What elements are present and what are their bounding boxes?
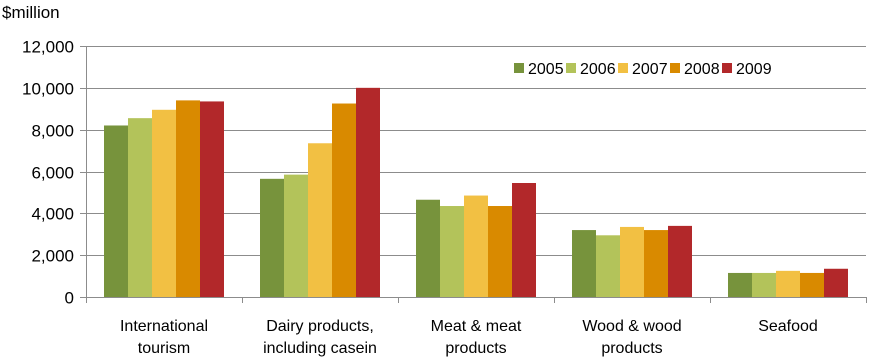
legend: 2005 2006 2007 2008 2009 <box>514 61 772 78</box>
bar-2006 <box>440 206 464 297</box>
x-axis-category-labels: International tourism Dairy products, inclu… <box>120 318 818 357</box>
bar-2008 <box>800 272 824 297</box>
y-tick-label: 10,000 <box>22 80 74 99</box>
y-tick-label: 12,000 <box>22 38 74 57</box>
bar-2005 <box>728 272 752 297</box>
x-category-label-line: products <box>445 340 506 357</box>
x-category-label: Meat & meat products <box>431 318 522 357</box>
legend-swatch-2006 <box>566 63 576 73</box>
bar-2009 <box>668 225 692 297</box>
x-category-label: Dairy products, including casein <box>263 318 377 357</box>
y-tick-label: 8,000 <box>31 122 74 141</box>
x-category-label-line: International <box>120 318 208 335</box>
bar-2007 <box>152 109 176 297</box>
bar-2006 <box>284 174 308 297</box>
x-category-label-line: Dairy products, <box>266 318 374 335</box>
axes <box>80 46 867 303</box>
bar-2007 <box>620 226 644 297</box>
x-category-label-line: including casein <box>263 340 377 357</box>
bar-2007 <box>776 270 800 297</box>
y-tick-label: 0 <box>65 289 74 308</box>
y-axis-unit-label: $million <box>2 3 60 22</box>
legend-label: 2008 <box>684 61 720 78</box>
bar-2007 <box>464 195 488 297</box>
bar-2007 <box>308 143 332 297</box>
x-category-label: Wood & wood products <box>582 318 681 357</box>
x-category-label: Seafood <box>758 318 818 335</box>
x-category-label-line: Wood & wood <box>582 318 681 335</box>
bar-2009 <box>356 87 380 297</box>
legend-swatch-2009 <box>722 63 732 73</box>
legend-swatch-2005 <box>514 63 524 73</box>
bar-2009 <box>512 183 536 297</box>
legend-label: 2005 <box>528 61 564 78</box>
x-category-label: International tourism <box>120 318 208 357</box>
y-tick-label: 2,000 <box>31 247 74 266</box>
bar-2005 <box>416 199 440 297</box>
bar-2006 <box>752 272 776 297</box>
bar-2009 <box>200 101 224 297</box>
y-tick-label: 6,000 <box>31 164 74 183</box>
bar-2009 <box>824 268 848 297</box>
bar-2008 <box>644 230 668 297</box>
bar-2008 <box>176 100 200 297</box>
bars <box>104 87 848 297</box>
legend-label: 2007 <box>632 61 668 78</box>
bar-2006 <box>128 118 152 297</box>
bar-2008 <box>332 103 356 297</box>
x-category-label-line: products <box>601 340 662 357</box>
bar-2005 <box>572 230 596 297</box>
bar-2006 <box>596 235 620 297</box>
x-category-label-line: Seafood <box>758 318 818 335</box>
y-tick-label: 4,000 <box>31 205 74 224</box>
bar-2008 <box>488 206 512 297</box>
legend-swatch-2008 <box>670 63 680 73</box>
bar-2005 <box>104 125 128 297</box>
legend-label: 2006 <box>580 61 616 78</box>
x-category-label-line: Meat & meat <box>431 318 522 335</box>
y-axis-tick-labels: 0 2,000 4,000 6,000 8,000 10,000 12,000 <box>22 38 74 308</box>
bar-2005 <box>260 178 284 297</box>
x-category-label-line: tourism <box>138 340 190 357</box>
legend-label: 2009 <box>736 61 772 78</box>
legend-swatch-2007 <box>618 63 628 73</box>
